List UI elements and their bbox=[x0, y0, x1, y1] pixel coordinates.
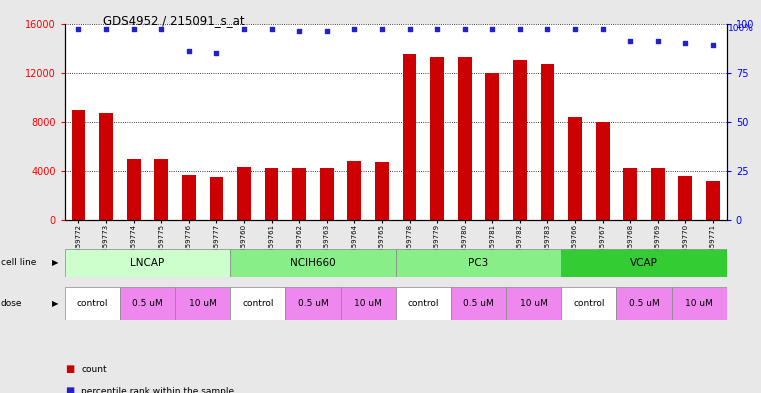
Point bbox=[651, 38, 664, 44]
Point bbox=[624, 38, 636, 44]
Bar bbox=[623, 169, 637, 220]
Text: control: control bbox=[408, 299, 439, 308]
Bar bbox=[451, 287, 506, 320]
Point bbox=[293, 28, 305, 35]
Bar bbox=[285, 287, 341, 320]
Bar bbox=[458, 57, 472, 220]
Text: count: count bbox=[81, 365, 107, 374]
Bar bbox=[65, 249, 230, 277]
Point bbox=[376, 26, 388, 33]
Text: 10 uM: 10 uM bbox=[685, 299, 713, 308]
Text: LNCAP: LNCAP bbox=[130, 258, 164, 268]
Bar bbox=[568, 117, 582, 220]
Bar bbox=[403, 54, 416, 220]
Text: ■: ■ bbox=[65, 364, 74, 375]
Bar bbox=[99, 113, 113, 220]
Bar bbox=[679, 176, 693, 220]
Bar bbox=[320, 169, 333, 220]
Point bbox=[541, 26, 553, 33]
Bar bbox=[119, 287, 175, 320]
Point bbox=[349, 26, 361, 33]
Bar bbox=[396, 249, 561, 277]
Point bbox=[486, 26, 498, 33]
Bar bbox=[561, 249, 727, 277]
Text: control: control bbox=[242, 299, 273, 308]
Point bbox=[100, 26, 112, 33]
Text: percentile rank within the sample: percentile rank within the sample bbox=[81, 387, 234, 393]
Text: 10 uM: 10 uM bbox=[520, 299, 548, 308]
Bar bbox=[65, 287, 119, 320]
Text: ▶: ▶ bbox=[52, 259, 59, 267]
Point bbox=[459, 26, 471, 33]
Text: NCIH660: NCIH660 bbox=[290, 258, 336, 268]
Point bbox=[707, 42, 719, 48]
Text: cell line: cell line bbox=[1, 259, 36, 267]
Bar bbox=[506, 287, 561, 320]
Point bbox=[569, 26, 581, 33]
Bar bbox=[540, 64, 554, 220]
Text: GDS4952 / 215091_s_at: GDS4952 / 215091_s_at bbox=[103, 14, 244, 27]
Bar bbox=[375, 162, 389, 220]
Bar bbox=[348, 161, 361, 220]
Bar bbox=[616, 287, 671, 320]
Bar bbox=[265, 169, 279, 220]
Text: 0.5 uM: 0.5 uM bbox=[463, 299, 494, 308]
Point bbox=[72, 26, 84, 33]
Bar bbox=[230, 249, 396, 277]
Bar bbox=[513, 61, 527, 220]
Text: control: control bbox=[573, 299, 604, 308]
Text: 100%: 100% bbox=[728, 24, 754, 33]
Bar bbox=[596, 122, 610, 220]
Bar bbox=[396, 287, 451, 320]
Bar bbox=[561, 287, 616, 320]
Bar bbox=[175, 287, 230, 320]
Text: 0.5 uM: 0.5 uM bbox=[298, 299, 328, 308]
Point bbox=[597, 26, 609, 33]
Bar bbox=[72, 110, 85, 220]
Bar bbox=[651, 169, 664, 220]
Bar bbox=[127, 159, 141, 220]
Text: ■: ■ bbox=[65, 386, 74, 393]
Point bbox=[266, 26, 278, 33]
Bar bbox=[671, 287, 727, 320]
Bar bbox=[430, 57, 444, 220]
Point bbox=[431, 26, 443, 33]
Point bbox=[680, 40, 692, 46]
Bar bbox=[340, 287, 396, 320]
Point bbox=[210, 50, 222, 56]
Point bbox=[514, 26, 526, 33]
Text: ▶: ▶ bbox=[52, 299, 59, 308]
Point bbox=[320, 28, 333, 35]
Text: 10 uM: 10 uM bbox=[354, 299, 382, 308]
Text: 0.5 uM: 0.5 uM bbox=[629, 299, 659, 308]
Bar bbox=[237, 167, 251, 220]
Text: dose: dose bbox=[1, 299, 22, 308]
Text: VCAP: VCAP bbox=[630, 258, 658, 268]
Bar bbox=[154, 159, 168, 220]
Bar bbox=[486, 73, 499, 220]
Point bbox=[128, 26, 140, 33]
Bar bbox=[230, 287, 285, 320]
Text: 10 uM: 10 uM bbox=[189, 299, 217, 308]
Text: control: control bbox=[77, 299, 108, 308]
Bar bbox=[182, 174, 196, 220]
Text: 0.5 uM: 0.5 uM bbox=[132, 299, 163, 308]
Point bbox=[238, 26, 250, 33]
Text: PC3: PC3 bbox=[468, 258, 489, 268]
Bar bbox=[209, 177, 223, 220]
Point bbox=[403, 26, 416, 33]
Bar bbox=[292, 169, 306, 220]
Bar bbox=[706, 181, 720, 220]
Point bbox=[155, 26, 167, 33]
Point bbox=[183, 48, 195, 54]
